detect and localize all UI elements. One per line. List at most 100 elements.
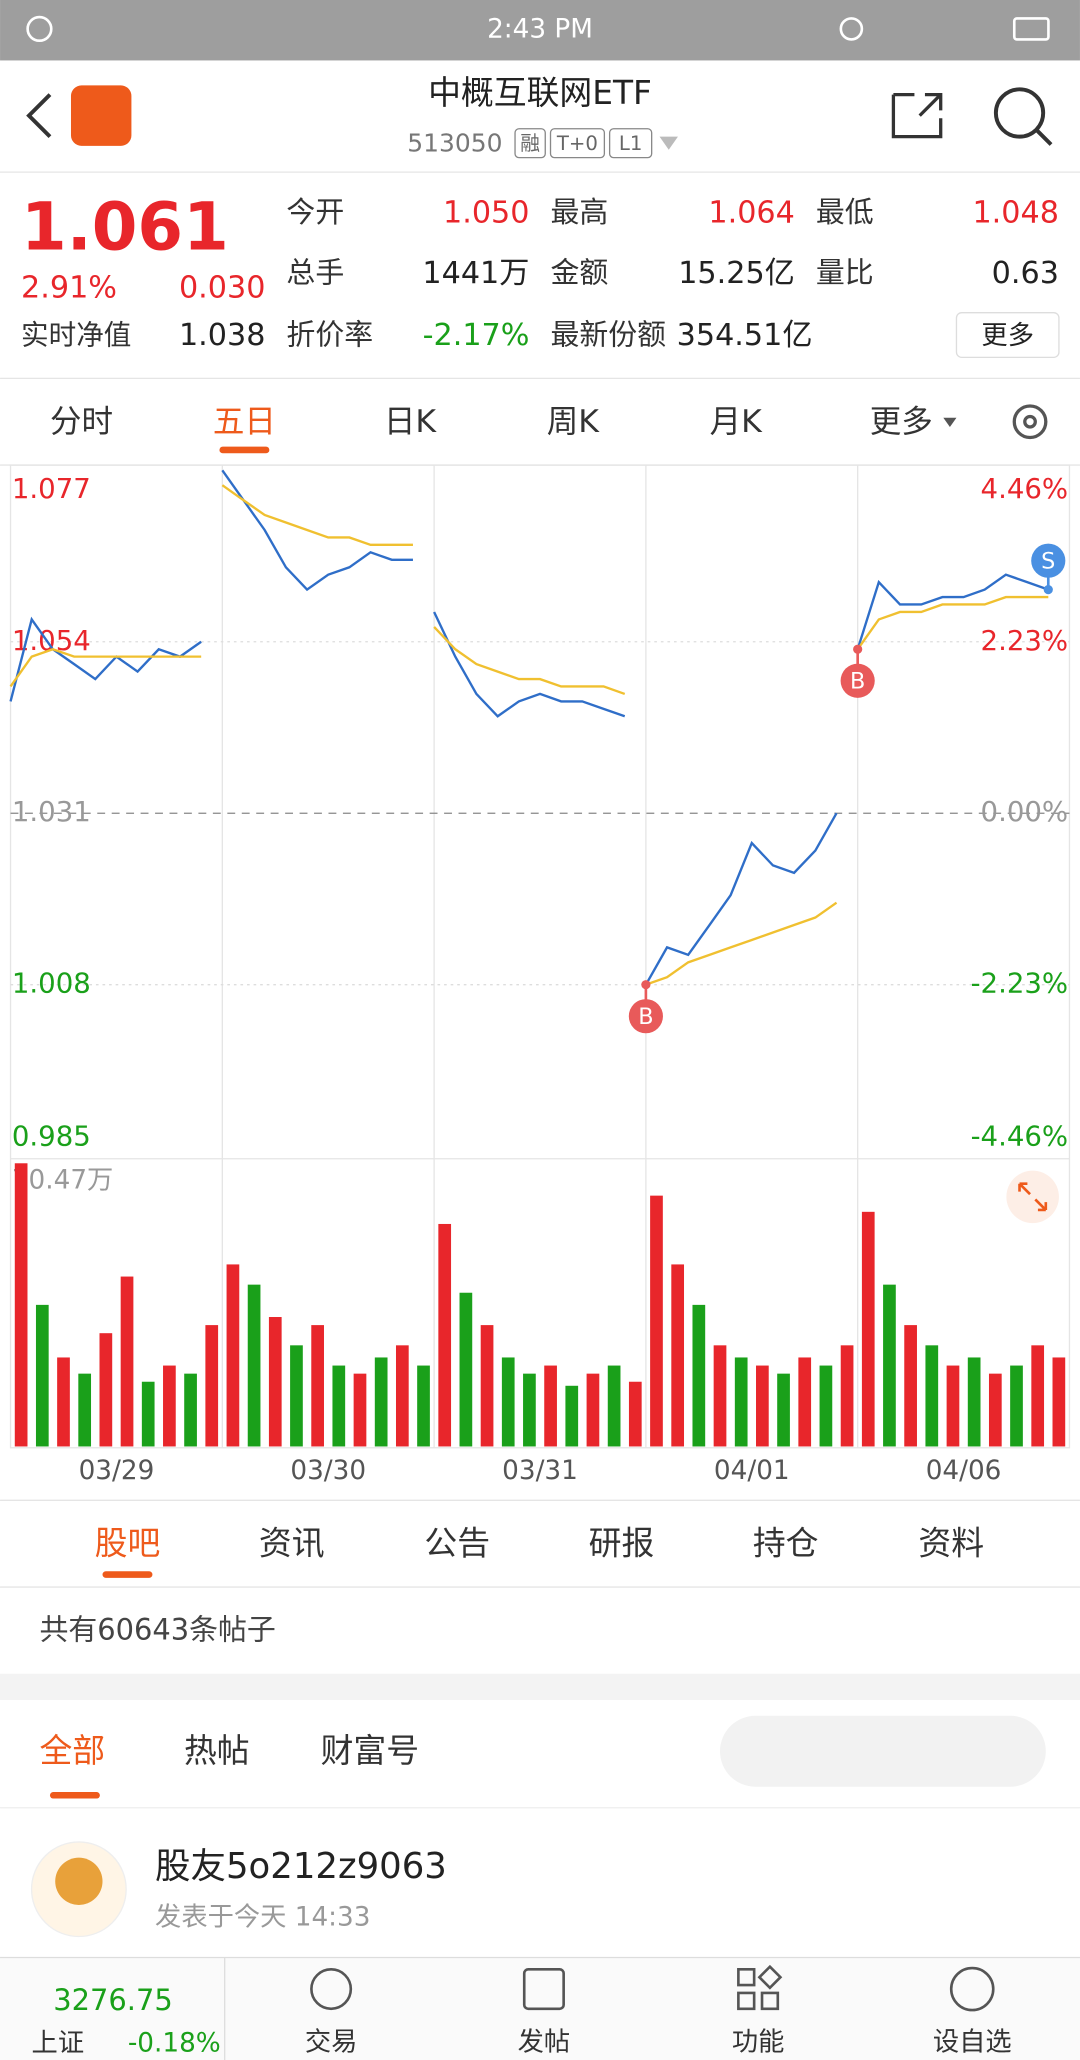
nav-item[interactable]: 功能 [732,2027,785,2057]
stat-label: 最低 [816,195,874,229]
y2-tick-label: 0.00% [981,795,1069,828]
volume-bar [438,1223,452,1447]
stat-label: 总手 [286,256,344,290]
volume-bar [819,1365,833,1447]
post-user[interactable]: 股友5o212z9063 [155,1846,447,1887]
nav-label: 实时净值 [21,318,131,351]
stat-value: 1.050 [443,196,529,231]
stat-label: 今开 [286,195,344,229]
change-pct: 2.91% [21,271,117,306]
index-name[interactable]: 上证 [32,2029,85,2059]
status-bar [0,0,1080,61]
volume-bar [1031,1345,1045,1447]
volume-bar [946,1365,960,1447]
period-tabs [0,378,1080,466]
status-icons [26,15,1050,43]
volume-bar [247,1284,261,1447]
stat-value: 1.048 [972,196,1058,231]
trade-marker [840,663,875,698]
volume-bar [184,1373,197,1447]
nav-item[interactable]: 交易 [305,2027,358,2057]
stat-value: 15.25亿 [678,256,795,291]
volume-bar [692,1304,706,1447]
filter-tab[interactable]: 热帖 [184,1732,250,1770]
y-tick-label: 1.031 [12,795,91,828]
tab-dropdown [943,417,957,427]
info-tab[interactable]: 公告 [424,1525,490,1563]
nav-value: 1.038 [179,318,265,353]
y2-tick-label: -4.46% [971,1120,1069,1153]
volume-bar [798,1357,812,1447]
filter-tab[interactable]: 全部 [39,1732,105,1770]
tab-indicator [102,1571,153,1578]
y-tick-label: 1.054 [12,624,91,657]
x-tick-label: 03/29 [79,1456,155,1486]
tag-box [549,128,606,159]
volume-bar [586,1373,600,1447]
stat-label: 折价率 [286,317,373,351]
volume-bar [163,1365,176,1447]
volume-bar [353,1373,367,1447]
period-tab[interactable]: 更多 [870,404,933,440]
tag: 融 [520,132,540,155]
trade-marker [628,999,663,1034]
x-tick-label: 03/30 [290,1456,366,1486]
index-value[interactable]: 3276.75 [53,1983,172,2017]
volume-bar [713,1345,727,1447]
back-button[interactable] [26,93,52,139]
post-count: 共有60643条帖子 [39,1613,275,1647]
period-tab[interactable]: 分时 [50,404,113,440]
info-tab[interactable]: 资讯 [259,1525,325,1563]
more-button[interactable] [955,312,1060,359]
series-line [9,469,1049,986]
volume-bar [311,1325,324,1447]
volume-bar [1052,1357,1066,1447]
period-tab[interactable]: 五日 [213,404,276,440]
info-tab[interactable]: 持仓 [753,1525,819,1563]
trade-marker-label: B [850,669,865,695]
period-tab[interactable]: 周K [547,404,601,440]
stat-value: 354.51亿 [677,318,813,353]
settings-button[interactable] [1012,404,1048,440]
info-tab[interactable]: 股吧 [95,1525,161,1563]
period-tab[interactable]: 月K [710,404,764,440]
search-button[interactable] [993,87,1053,146]
volume-bar [777,1373,790,1447]
nav-icon [737,1964,783,2011]
volume-bar [120,1276,134,1447]
volume-bar [628,1381,642,1447]
volume-bar [459,1292,473,1447]
share-button[interactable] [891,92,943,139]
volume-bar [290,1345,303,1447]
info-tab[interactable]: 资料 [918,1525,984,1563]
nav-item[interactable]: 设自选 [933,2027,1012,2057]
x-tick-label: 04/06 [926,1456,1002,1486]
volume-bar [883,1284,896,1447]
app-logo[interactable] [70,85,132,146]
more-button-label[interactable]: 更多 [981,321,1034,351]
volume-bar [988,1373,1002,1447]
volume-bar [650,1195,663,1447]
nav-item[interactable]: 发帖 [518,2027,571,2057]
trade-marker-label: B [638,1004,653,1030]
expand-button[interactable] [1006,1170,1059,1224]
volume-bar [565,1385,579,1447]
period-tab[interactable]: 日K [384,404,438,440]
series-line [9,484,1049,986]
volume-bar [395,1345,409,1447]
stat-label: 金额 [551,256,609,290]
stock-code: 513050 [407,129,502,158]
post-time: 发表于今天 14:33 [155,1903,370,1933]
volume-bar [904,1325,917,1447]
filter-tab[interactable]: 财富号 [321,1732,419,1770]
info-tab[interactable]: 研报 [589,1525,655,1563]
volume-bar [141,1381,155,1447]
chart-frame [9,464,1071,1449]
stat-value: 0.63 [992,256,1059,291]
dropdown-arrow[interactable] [659,136,678,150]
volume-bar [78,1373,92,1447]
expand-icon[interactable] [1018,1182,1048,1212]
sort-toggle [719,1715,1046,1787]
index-change[interactable]: -0.18% [128,2029,221,2059]
